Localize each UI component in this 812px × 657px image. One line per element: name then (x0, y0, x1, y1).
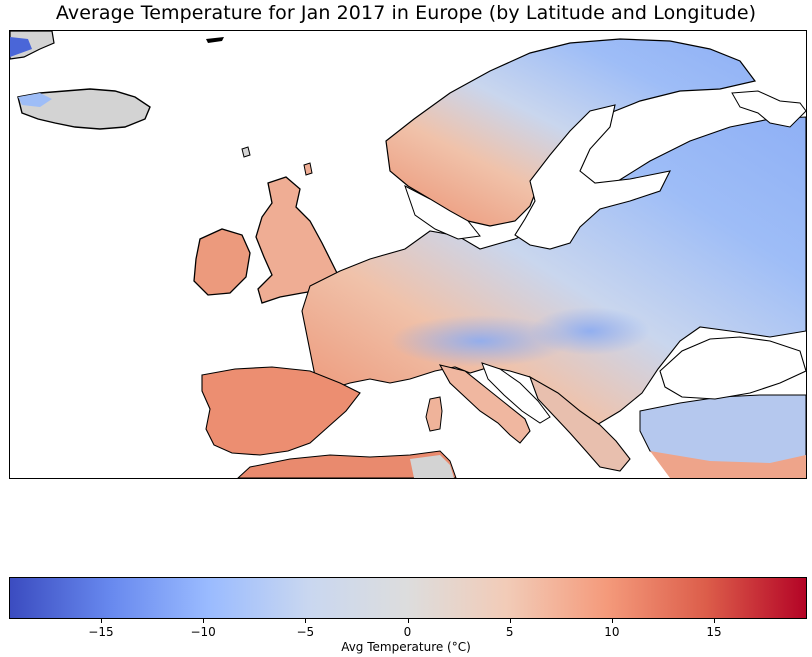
black-sea (659, 336, 806, 400)
shetland-islands (303, 162, 313, 176)
iceland-data-patch (18, 93, 52, 107)
britain-landmass (255, 176, 341, 304)
colorbar-tick-label: 15 (706, 625, 722, 639)
italian-peninsula (438, 364, 531, 444)
north-sea-coast (404, 184, 481, 240)
colorbar-ticks: −15 −10 −5 0 5 10 15 (9, 618, 807, 639)
colorbar-gradient (10, 578, 806, 618)
carpathian-cold-zone (530, 307, 650, 355)
colorbar-tick (305, 618, 307, 623)
colorbar-tick-label: 10 (604, 625, 620, 639)
colorbar (9, 577, 807, 619)
europe-temperature-map (10, 31, 806, 478)
colorbar-tick (407, 618, 409, 623)
map-plot-area[interactable] (9, 30, 807, 479)
adriatic-sea (481, 362, 551, 424)
corsica-sardinia (425, 396, 443, 432)
colorbar-tick (611, 618, 613, 623)
north-africa-landmass (237, 450, 457, 478)
faroe-islands (241, 146, 251, 158)
alps-cold-zone (390, 315, 570, 367)
colorbar-tick-label: −10 (190, 625, 216, 639)
colorbar-tick-label: −5 (296, 625, 315, 639)
north-africa-nodata (410, 455, 454, 478)
colorbar-tick-label: −15 (88, 625, 114, 639)
balkan-peninsula (528, 375, 631, 472)
colorbar-tick (100, 618, 102, 623)
greenland-cold-patch (10, 37, 32, 57)
baltic-sea (514, 104, 671, 250)
anatolia-warm-coast (650, 451, 806, 478)
ireland-landmass (193, 228, 251, 296)
iberian-peninsula (201, 366, 361, 456)
colorbar-tick (714, 618, 716, 623)
jan-mayen-island (206, 37, 224, 43)
colorbar-label: Avg Temperature (°C) (341, 640, 471, 654)
colorbar-tick (203, 618, 205, 623)
white-sea (731, 90, 806, 128)
colorbar-tick-label: 5 (505, 625, 514, 639)
colorbar-tick-label: 0 (403, 625, 412, 639)
colorbar-tick (509, 618, 511, 623)
map-title: Average Temperature for Jan 2017 in Euro… (55, 2, 757, 24)
